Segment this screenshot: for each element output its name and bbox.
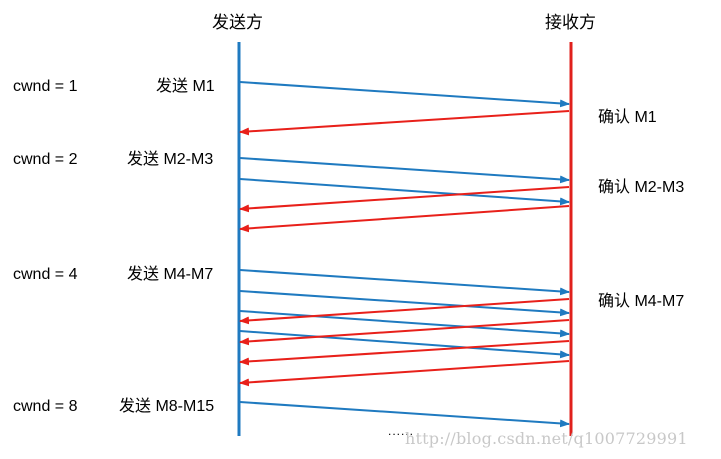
- data-arrow-m2: [239, 157, 570, 184]
- cwnd-label-1: cwnd = 1: [13, 78, 78, 95]
- ack-arrow-m1: [239, 110, 570, 136]
- message-arrows: [239, 81, 570, 428]
- data-arrow-m1: [239, 81, 570, 108]
- receiver-label: 接收方: [545, 13, 596, 32]
- data-arrow-m3: [239, 178, 570, 206]
- ack-arrow-m5: [239, 319, 570, 346]
- data-arrow-m4: [239, 269, 570, 296]
- send-label-m2-m3: 发送 M2-M3: [127, 151, 214, 168]
- ack-arrow-m2: [239, 186, 570, 213]
- data-arrow-m7: [239, 330, 570, 359]
- data-arrow-m5: [239, 290, 570, 317]
- ack-arrow-m4: [239, 298, 570, 325]
- data-arrow-m6: [239, 310, 570, 338]
- cwnd-label-2: cwnd = 2: [13, 151, 78, 168]
- ack-arrow-m6: [239, 340, 570, 366]
- send-label-m8-m15: 发送 M8-M15: [119, 398, 215, 415]
- watermark: http://blog.csdn.net/q1007729991: [405, 429, 688, 448]
- send-label-m1: 发送 M1: [156, 78, 215, 95]
- ack-arrow-m7: [239, 360, 570, 387]
- sender-label: 发送方: [212, 13, 263, 32]
- ack-label-m2-m3: 确认 M2-M3: [598, 179, 685, 196]
- cwnd-label-8: cwnd = 8: [13, 398, 78, 415]
- data-arrow-m8: [239, 401, 570, 428]
- ack-arrow-m3: [239, 205, 570, 233]
- ack-label-m4-m7: 确认 M4-M7: [598, 293, 685, 310]
- send-label-m4-m7: 发送 M4-M7: [127, 266, 214, 283]
- ellipsis: ......: [388, 424, 415, 438]
- ack-label-m1: 确认 M1: [598, 109, 657, 126]
- cwnd-label-4: cwnd = 4: [13, 266, 78, 283]
